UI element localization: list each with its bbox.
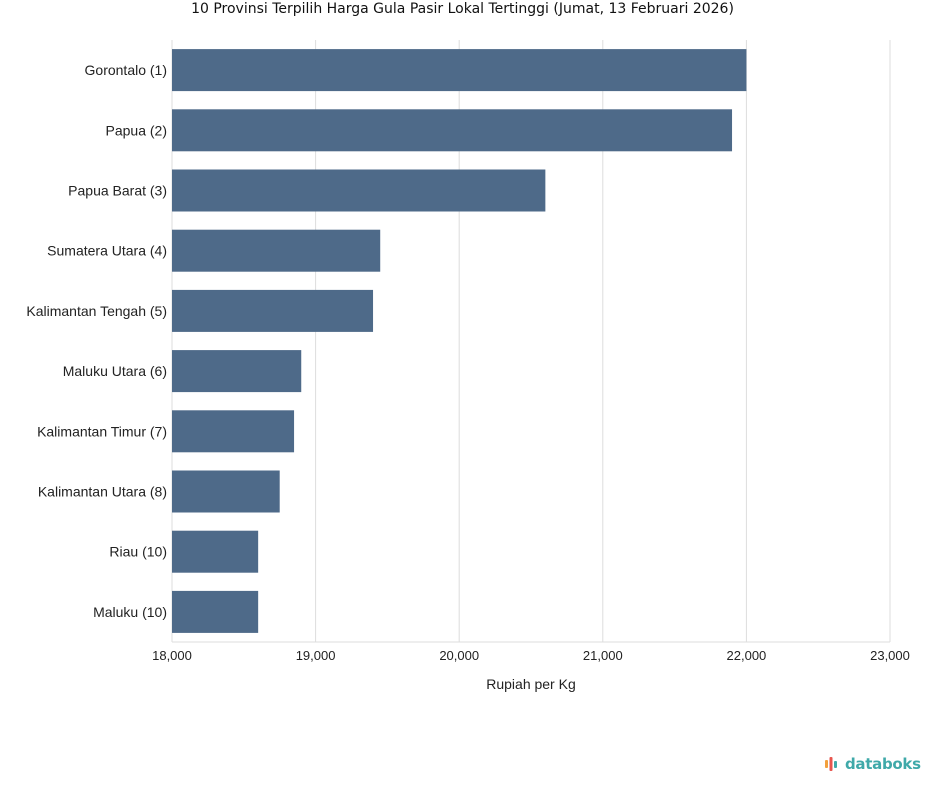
bar[interactable] xyxy=(172,590,259,633)
category-label: Sumatera Utara (4) xyxy=(47,243,167,259)
bars xyxy=(172,49,747,633)
databoks-logo: databoks xyxy=(824,753,921,775)
bar[interactable] xyxy=(172,169,546,212)
bar[interactable] xyxy=(172,470,280,513)
chart-title: 10 Provinsi Terpilih Harga Gula Pasir Lo… xyxy=(191,1,734,17)
x-tick-label: 23,000 xyxy=(870,648,910,663)
x-tick-label: 18,000 xyxy=(152,648,192,663)
bar[interactable] xyxy=(172,350,302,393)
bar[interactable] xyxy=(172,530,259,573)
category-label: Kalimantan Timur (7) xyxy=(37,423,167,439)
category-label: Papua Barat (3) xyxy=(68,183,167,199)
bar[interactable] xyxy=(172,109,733,152)
x-tick-label: 19,000 xyxy=(296,648,336,663)
x-tick-label: 22,000 xyxy=(727,648,767,663)
category-label: Maluku Utara (6) xyxy=(63,363,167,379)
x-axis-title: Rupiah per Kg xyxy=(486,676,576,692)
bar[interactable] xyxy=(172,410,295,453)
category-label: Papua (2) xyxy=(106,122,167,138)
x-tick-labels: 18,000 19,000 20,000 21,000 22,000 23,000 xyxy=(152,648,910,663)
databoks-bars-icon xyxy=(825,757,837,771)
category-labels: Gorontalo (1) Papua (2) Papua Barat (3) Sum… xyxy=(26,62,167,620)
category-label: Kalimantan Tengah (5) xyxy=(26,303,167,319)
x-tick-label: 21,000 xyxy=(583,648,623,663)
bar[interactable] xyxy=(172,49,747,92)
x-tick-label: 20,000 xyxy=(439,648,479,663)
category-label: Maluku (10) xyxy=(93,604,167,620)
logo-text: databoks xyxy=(845,755,921,773)
category-label: Kalimantan Utara (8) xyxy=(38,484,167,500)
bar[interactable] xyxy=(172,289,374,332)
category-label: Riau (10) xyxy=(109,544,167,560)
category-label: Gorontalo (1) xyxy=(85,62,167,78)
bar[interactable] xyxy=(172,229,381,272)
